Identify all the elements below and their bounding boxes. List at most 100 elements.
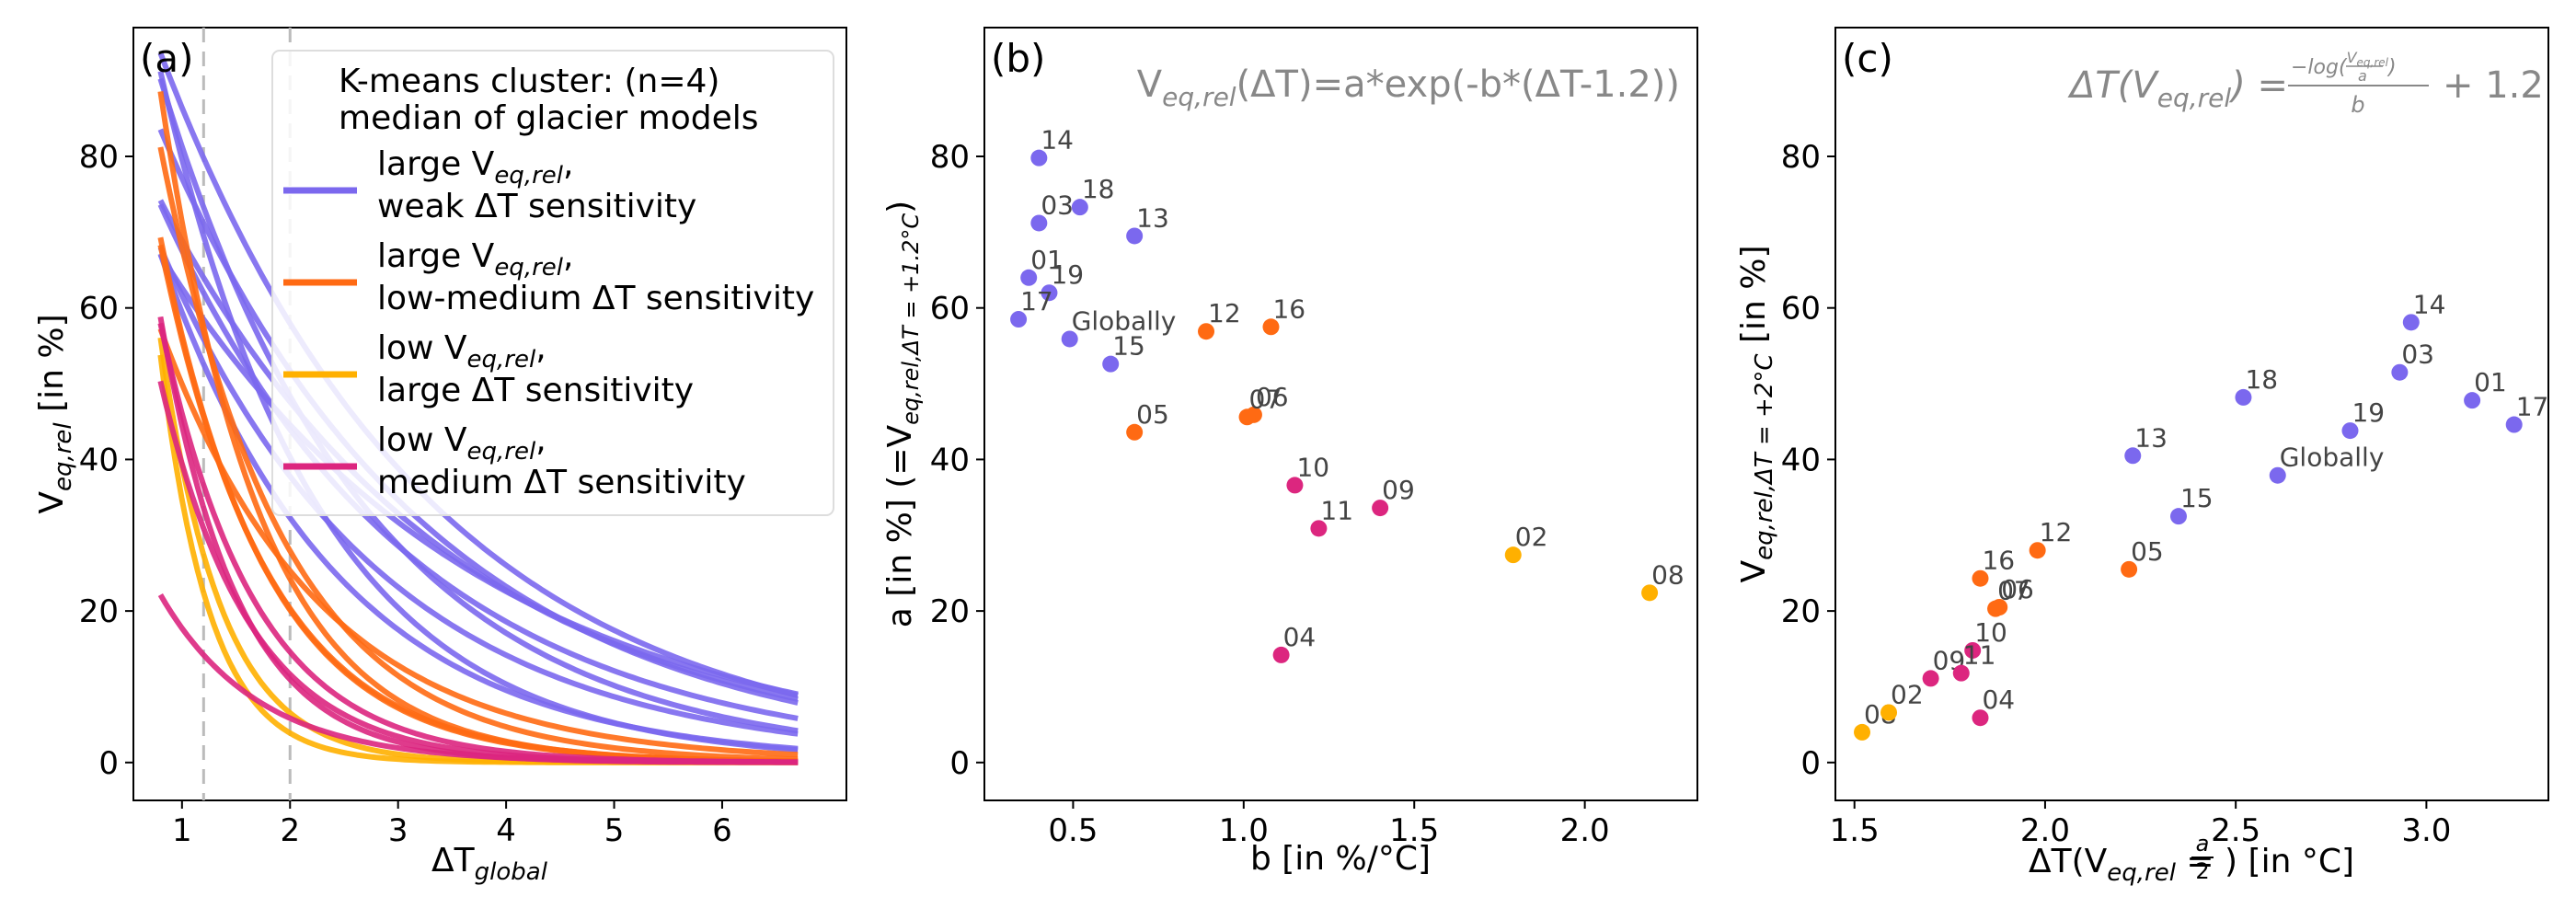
curve-15 bbox=[157, 252, 799, 752]
panel-a-x-axis-label-sub: global bbox=[475, 858, 548, 886]
panel-c-point-label-globally: Globally bbox=[2280, 443, 2385, 473]
legend-entry-low-med-sub: eq,rel bbox=[467, 438, 536, 466]
legend-entry-large-weak-sub: eq,rel bbox=[494, 162, 563, 190]
panel-b-point-03 bbox=[1030, 214, 1048, 232]
panel-b-point-05 bbox=[1126, 423, 1144, 441]
panel-b-point-label-17: 17 bbox=[1020, 286, 1053, 316]
panel-c-point-label-01: 01 bbox=[2474, 367, 2507, 397]
legend-entry-large-weak-line2: weak ΔT sensitivity bbox=[377, 188, 696, 225]
panel-b-point-label-08: 08 bbox=[1651, 559, 1685, 590]
panel-a-x-tick-label: 2 bbox=[280, 812, 300, 849]
panel-c-point-label-16: 16 bbox=[1982, 546, 2015, 576]
panel-a-legend: K-means cluster: (n=4) median of glacier… bbox=[271, 50, 834, 516]
panel-b-point-label-02: 02 bbox=[1515, 522, 1548, 552]
panel-a-x-tick-label: 6 bbox=[712, 812, 732, 849]
panel-b-point-label-globally: Globally bbox=[1072, 305, 1177, 336]
panel-b-point-label-01: 01 bbox=[1030, 245, 1064, 275]
panel-b-point-13 bbox=[1126, 227, 1144, 245]
panel-c-y-tick-label: 20 bbox=[1781, 593, 1821, 630]
panel-b-point-18 bbox=[1071, 199, 1088, 216]
legend-entry-low-large-line1: low Veq,rel, bbox=[377, 329, 546, 374]
panel-a-y-tick-label: 40 bbox=[79, 442, 119, 478]
panel-c-formula-num-pre: −log( bbox=[2291, 56, 2348, 79]
curve-05 bbox=[157, 328, 799, 758]
panel-c-point-09 bbox=[1922, 670, 1939, 687]
panel-c-point-08 bbox=[1854, 723, 1871, 741]
legend-entry-low-large-line2: large ΔT sensitivity bbox=[377, 372, 694, 409]
panel-b-point-label-14: 14 bbox=[1041, 125, 1074, 155]
panel-c-x-tick-label: 2.0 bbox=[2020, 812, 2070, 849]
legend-title-line2: median of glacier models bbox=[339, 99, 759, 137]
panel-c-formula-lhs-sub: eq,rel bbox=[2157, 83, 2232, 113]
panel-b-point-17 bbox=[1010, 311, 1028, 328]
panel-c-point-label-11: 11 bbox=[1963, 640, 1996, 671]
panel-c-point-16 bbox=[1972, 569, 1989, 587]
panel-b-formula: Veq,rel(ΔT)=a*exp(-b*(ΔT-1.2)) bbox=[1137, 63, 1680, 112]
panel-b-y-axis-label-post: ) bbox=[881, 201, 919, 213]
legend-entry-large-lowmed-line1: large Veq,rel, bbox=[377, 237, 573, 282]
panel-c-y-tick-label: 60 bbox=[1781, 291, 1821, 328]
panel-b-point-08 bbox=[1641, 584, 1659, 602]
panel-c-formula-denominator: b bbox=[2351, 92, 2364, 118]
legend-entry-low-med-main: low V bbox=[377, 421, 467, 459]
panel-c-axes-frame bbox=[1834, 27, 2549, 801]
panel-c-x-axis-label-post: ) [in °C] bbox=[2225, 843, 2354, 880]
curve-18 bbox=[157, 77, 799, 734]
panel-c-point-label-13: 13 bbox=[2134, 422, 2168, 453]
panel-c-y-axis-label-sub: eq,rel,ΔT = +2°C bbox=[1751, 353, 1778, 560]
panel-c-x-tick-label: 1.5 bbox=[1830, 812, 1880, 849]
panel-b-y-axis-label-pre: a [in %] (=V bbox=[881, 425, 919, 628]
panel-c-point-11 bbox=[1952, 664, 1970, 682]
panel-c-point-02 bbox=[1880, 704, 1898, 721]
legend-title-line1: K-means cluster: (n=4) bbox=[339, 63, 719, 100]
panel-c-x-axis-label-frac-top: a bbox=[2196, 831, 2210, 857]
panel-b-x-tick-label: 2.0 bbox=[1560, 812, 1610, 849]
panel-c-point-globally bbox=[2269, 466, 2286, 484]
panel-b-point-label-13: 13 bbox=[1136, 202, 1169, 233]
panel-b-point-01 bbox=[1020, 269, 1038, 286]
panel-c-point-13 bbox=[2124, 447, 2142, 465]
panel-c-point-01 bbox=[2464, 392, 2481, 409]
curve-19 bbox=[157, 203, 799, 721]
panel-c-point-label-10: 10 bbox=[1974, 617, 2007, 648]
panel-b-point-label-03: 03 bbox=[1041, 190, 1074, 220]
panel-b-point-04 bbox=[1272, 646, 1290, 663]
panel-c-y-axis-label-pre: V bbox=[1735, 560, 1773, 583]
panel-b-formula-sub: eq,rel bbox=[1162, 82, 1236, 112]
panel-a-y-axis-label-main: V bbox=[33, 491, 71, 514]
panel-c-point-14 bbox=[2402, 314, 2420, 331]
panel-a-x-tick-label: 4 bbox=[496, 812, 516, 849]
panel-c-point-label-04: 04 bbox=[1982, 684, 2015, 715]
panel-b-y-tick-label: 80 bbox=[930, 139, 970, 176]
panel-c-formula-tail: + 1.2 bbox=[2443, 64, 2544, 107]
curve-12 bbox=[157, 146, 799, 763]
panel-b-point-12 bbox=[1198, 323, 1215, 340]
panel-b-y-tick-label: 40 bbox=[930, 442, 970, 478]
panel-c-formula-numerator: −log(Veq,rel) bbox=[2291, 49, 2397, 79]
panel-b-x-tick-label: 1.5 bbox=[1389, 812, 1439, 849]
panel-c-formula-num-frac-bottom: a bbox=[2358, 67, 2367, 85]
panel-a-x-tick-label: 3 bbox=[388, 812, 408, 849]
panel-b-point-globally bbox=[1061, 330, 1078, 348]
panel-c-label: (c) bbox=[1842, 36, 1893, 81]
panel-b-y-axis-label: a [in %] (=Veq,rel,ΔT = +1.2°C) bbox=[881, 201, 924, 627]
panel-b-x-ticks: 0.5 1.0 1.5 2.0 bbox=[1048, 800, 1610, 849]
panel-b-y-ticks: 0 20 40 60 80 bbox=[930, 139, 984, 782]
panel-a-x-axis-label-main: ΔT bbox=[431, 842, 476, 880]
panel-a-y-axis-label-sub: eq,rel bbox=[50, 422, 77, 491]
panel-b-point-label-15: 15 bbox=[1112, 331, 1145, 362]
panel-c-point-15 bbox=[2169, 508, 2187, 525]
panel-b-point-label-16: 16 bbox=[1272, 293, 1305, 324]
panel-b-point-09 bbox=[1372, 500, 1389, 517]
curve-03 bbox=[157, 128, 799, 706]
panel-c-point-label-19: 19 bbox=[2352, 397, 2385, 428]
curve-11 bbox=[157, 380, 799, 765]
panel-a: 1 2 3 4 5 6 0 20 40 60 80 (a) ΔTglobal Veq,rel [i… bbox=[33, 27, 847, 886]
panel-c-point-04 bbox=[1972, 709, 1989, 727]
panel-c-point-label-14: 14 bbox=[2413, 289, 2446, 319]
panel-b-point-07 bbox=[1238, 408, 1256, 426]
legend-entry-low-large-main: low V bbox=[377, 329, 467, 367]
panel-c-point-label-05: 05 bbox=[2131, 536, 2164, 567]
